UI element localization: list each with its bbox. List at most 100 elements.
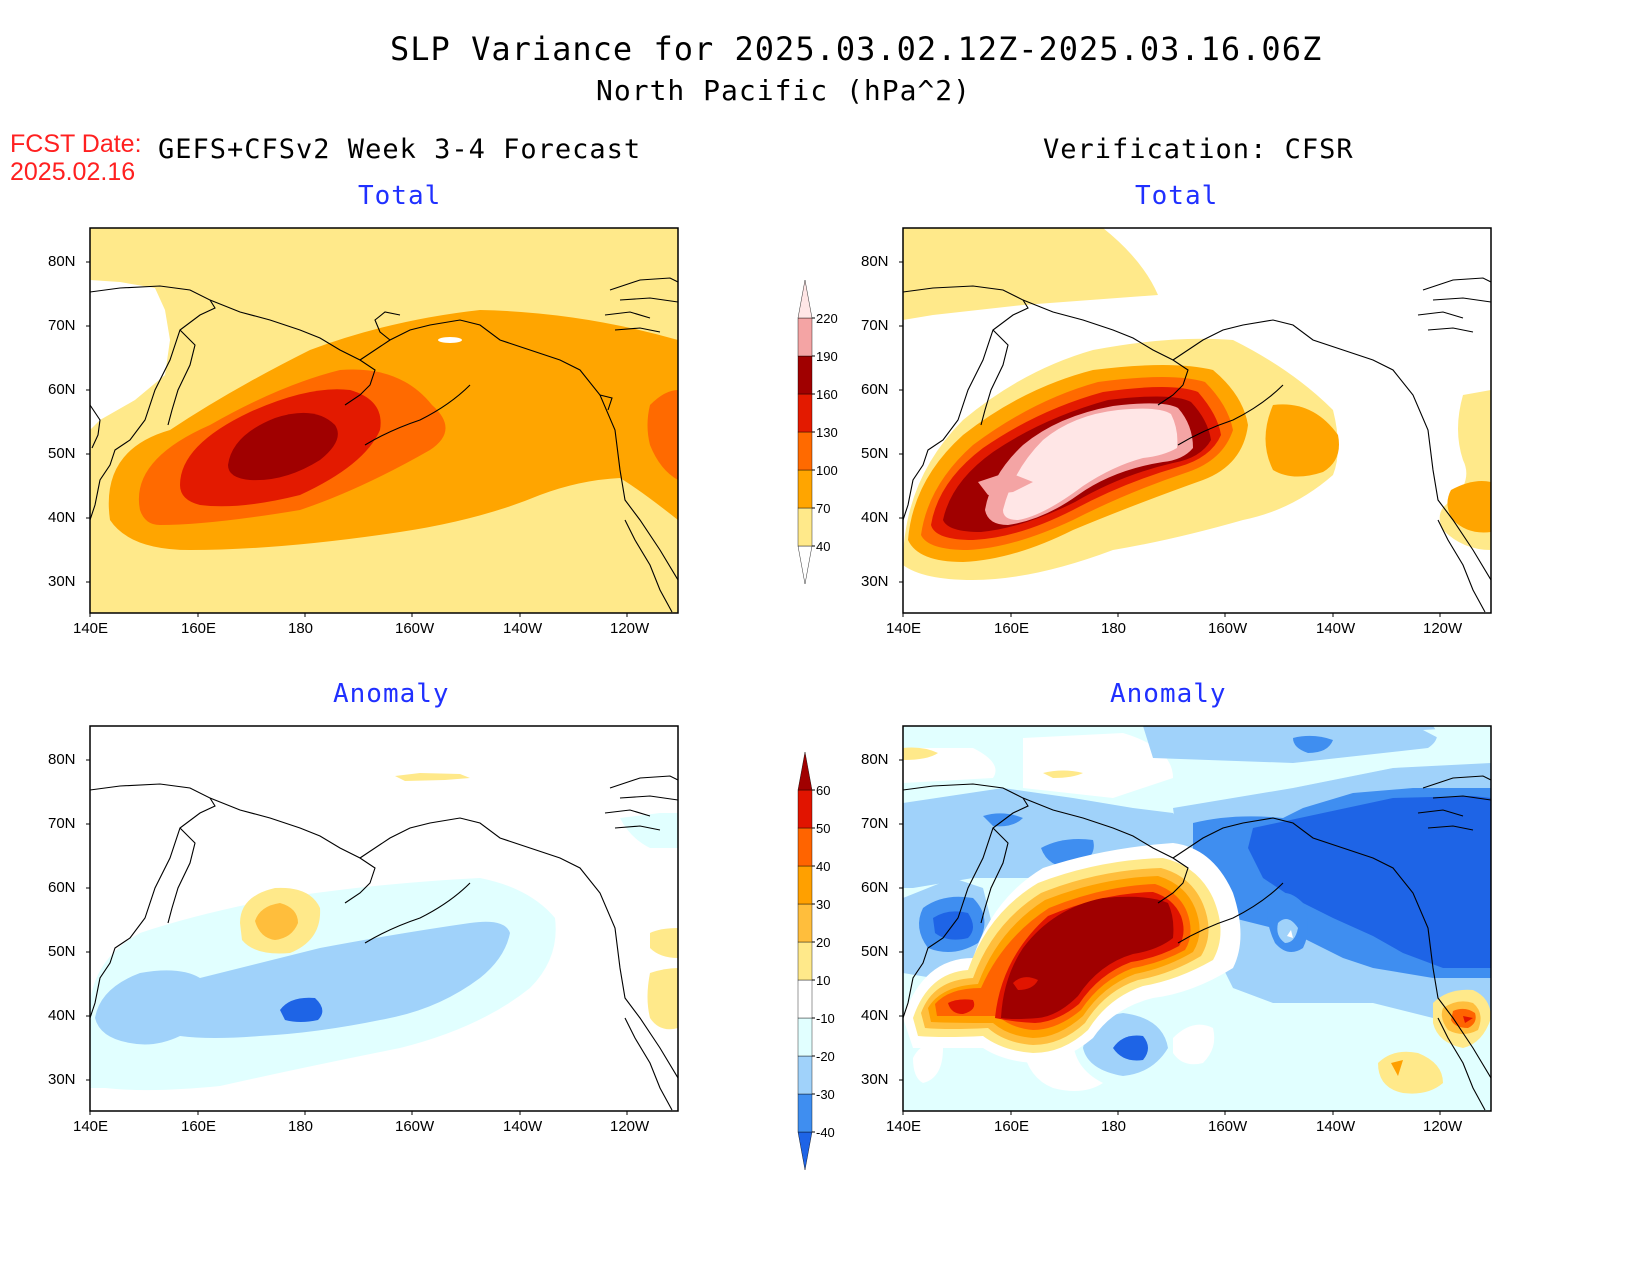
- colorbar-swatch: [797, 789, 813, 829]
- colorbar-level-label: 10: [816, 973, 830, 988]
- colorbar-swatch: [797, 752, 813, 791]
- lon-tick-label: 140E: [886, 620, 922, 637]
- colorbar-swatch: [797, 1093, 813, 1133]
- forecast-heading: GEFS+CFSv2 Week 3-4 Forecast: [158, 134, 642, 165]
- lon-tick-label: 120W: [1423, 1118, 1463, 1135]
- lon-tick-label: 160W: [1208, 1118, 1248, 1135]
- colorbar-level-label: 40: [816, 859, 830, 874]
- colorbar-level-label: 70: [816, 501, 830, 516]
- colorbar-swatch: [797, 469, 813, 509]
- colorbar-swatch: [797, 355, 813, 395]
- lon-tick-label: 160W: [395, 620, 435, 637]
- lat-tick-label: 30N: [48, 1071, 76, 1088]
- lat-tick-label: 50N: [861, 445, 889, 462]
- colorbar-swatch: [797, 865, 813, 905]
- lon-tick-label: 160E: [994, 1118, 1030, 1135]
- lon-tick-label: 120W: [610, 620, 650, 637]
- lon-tick-label: 120W: [610, 1118, 650, 1135]
- lat-tick-label: 30N: [861, 573, 889, 590]
- lat-tick-label: 40N: [48, 1007, 76, 1024]
- lon-tick-label: 120W: [1423, 620, 1463, 637]
- colorbar-swatch: [797, 317, 813, 357]
- lon-tick-label: 180: [1101, 1118, 1127, 1135]
- colorbar-level-label: 50: [816, 821, 830, 836]
- lat-tick-label: 30N: [861, 1071, 889, 1088]
- lon-tick-label: 140E: [73, 1118, 109, 1135]
- colorbar-level-label: -20: [816, 1049, 835, 1064]
- colorbar-anomaly: -40 -30 -20 -10 10 20 30 40 50 60: [797, 752, 835, 1171]
- colorbar-level-label: -30: [816, 1087, 835, 1102]
- lat-tick-label: 60N: [48, 381, 76, 398]
- figure-subtitle: North Pacific (hPa^2): [596, 74, 972, 107]
- colorbar-swatch: [797, 1017, 813, 1057]
- fcst-date-value: 2025.02.16: [10, 158, 136, 186]
- lat-tick-label: 80N: [861, 751, 889, 768]
- colorbar-swatch: [797, 545, 813, 585]
- colorbar-swatch: [797, 393, 813, 433]
- lat-tick-label: 80N: [48, 751, 76, 768]
- lat-tick-label: 60N: [861, 879, 889, 896]
- colorbar-level-label: 100: [816, 463, 838, 478]
- fcst-date-label: FCST Date:: [10, 130, 142, 158]
- lat-tick-label: 70N: [861, 815, 889, 832]
- lon-tick-label: 140W: [503, 1118, 543, 1135]
- colorbar-swatch: [797, 941, 813, 981]
- figure-title: SLP Variance for 2025.03.02.12Z-2025.03.…: [390, 30, 1323, 68]
- verification-heading: Verification: CFSR: [1043, 134, 1354, 165]
- colorbar-swatch: [797, 431, 813, 471]
- lat-tick-label: 70N: [861, 317, 889, 334]
- lon-tick-label: 180: [288, 1118, 314, 1135]
- lon-tick-label: 160W: [1208, 620, 1248, 637]
- lon-tick-label: 160E: [181, 1118, 217, 1135]
- colorbar-total: 40 70 100 130 160 190 220: [797, 280, 838, 585]
- colorbar-level-label: 190: [816, 349, 838, 364]
- colorbar-level-label: 220: [816, 311, 838, 326]
- colorbar-swatch: [797, 979, 813, 1019]
- lat-tick-label: 60N: [861, 381, 889, 398]
- colorbar-level-label: 160: [816, 387, 838, 402]
- lon-tick-label: 140W: [1316, 620, 1356, 637]
- lat-tick-label: 50N: [861, 943, 889, 960]
- lat-tick-label: 70N: [48, 317, 76, 334]
- colorbar-level-label: -40: [816, 1125, 835, 1140]
- map-verification-total: [899, 227, 1492, 617]
- lat-tick-label: 80N: [861, 253, 889, 270]
- panel-title-forecast-total: Total: [358, 181, 442, 211]
- lat-tick-label: 50N: [48, 445, 76, 462]
- lon-tick-label: 160E: [181, 620, 217, 637]
- map-verification-anomaly: [899, 725, 1492, 1115]
- map-forecast-total: [86, 227, 679, 617]
- lat-tick-label: 30N: [48, 573, 76, 590]
- colorbar-level-label: 40: [816, 539, 830, 554]
- lon-tick-label: 180: [1101, 620, 1127, 637]
- lon-tick-label: 160W: [395, 1118, 435, 1135]
- lat-tick-label: 40N: [861, 1007, 889, 1024]
- lon-tick-label: 140E: [73, 620, 109, 637]
- lat-tick-label: 50N: [48, 943, 76, 960]
- lon-tick-label: 180: [288, 620, 314, 637]
- lat-tick-label: 60N: [48, 879, 76, 896]
- lat-tick-label: 40N: [861, 509, 889, 526]
- colorbar-level-label: 20: [816, 935, 830, 950]
- panel-title-forecast-anomaly: Anomaly: [333, 679, 450, 709]
- colorbar-swatch: [797, 507, 813, 547]
- colorbar-swatch: [797, 903, 813, 943]
- colorbar-level-label: -10: [816, 1011, 835, 1026]
- lat-tick-label: 70N: [48, 815, 76, 832]
- colorbar-swatch: [797, 1131, 813, 1171]
- panel-title-verification-total: Total: [1135, 181, 1219, 211]
- colorbar-level-label: 130: [816, 425, 838, 440]
- colorbar-swatch: [797, 280, 813, 319]
- lat-tick-label: 40N: [48, 509, 76, 526]
- panel-title-verification-anomaly: Anomaly: [1110, 679, 1227, 709]
- colorbar-level-label: 60: [816, 783, 830, 798]
- lon-tick-label: 140W: [503, 620, 543, 637]
- lon-tick-label: 140W: [1316, 1118, 1356, 1135]
- lat-tick-label: 80N: [48, 253, 76, 270]
- colorbar-swatch: [797, 1055, 813, 1095]
- map-forecast-anomaly: [86, 725, 679, 1115]
- colorbar-swatch: [797, 827, 813, 867]
- colorbar-level-label: 30: [816, 897, 830, 912]
- lon-tick-label: 160E: [994, 620, 1030, 637]
- lon-tick-label: 140E: [886, 1118, 922, 1135]
